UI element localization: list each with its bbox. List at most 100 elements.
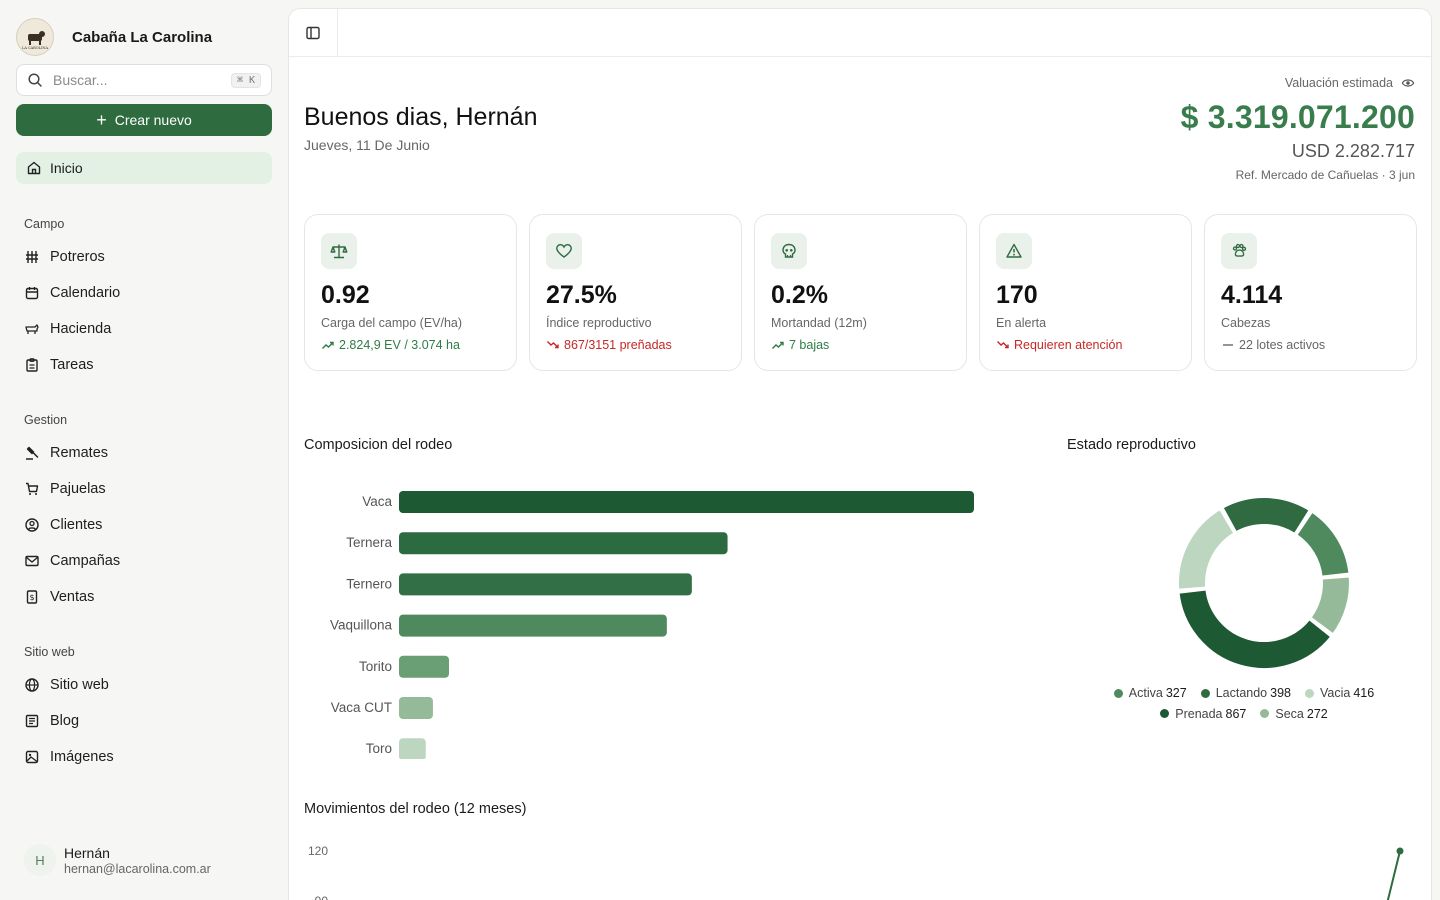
reproductive-legend: Activa 327 Lactando 398 Vacia 416 Prenada 867 Se… [1079, 683, 1409, 724]
bar-torito[interactable] [399, 655, 449, 678]
legend-value: 867 [1225, 706, 1247, 721]
legend-value: 398 [1270, 686, 1291, 700]
legend-item-activa: Activa 327 [1113, 683, 1187, 703]
sidebar-item-hacienda[interactable]: Hacienda [24, 319, 111, 339]
legend-label: Prenada [1175, 706, 1223, 721]
sidebar-item-tareas[interactable]: Tareas [24, 355, 94, 375]
clipboard-icon [24, 357, 40, 373]
avatar: H [24, 844, 56, 876]
topbar [289, 9, 1431, 57]
cattle-icon [24, 321, 40, 337]
user-name: Hernán [64, 844, 110, 861]
nav-group-sitio-web: Sitio web [24, 645, 75, 659]
sidebar-item-campanas[interactable]: Campañas [24, 551, 120, 571]
legend-item-vacia: Vacia 416 [1305, 683, 1374, 703]
legend-item-lactando: Lactando 398 [1200, 683, 1291, 703]
bar-ternero[interactable] [399, 573, 692, 596]
brand-name: Cabaña La Carolina [72, 28, 213, 46]
sidebar-item-label: Remates [50, 445, 109, 461]
kpi-card-carga[interactable]: 0.92 Carga del campo (EV/ha) 2.824,9 EV … [304, 214, 517, 371]
sidebar-item-label: Campañas [50, 553, 121, 569]
trend-up-icon [771, 338, 785, 352]
bar-toro[interactable] [399, 738, 426, 759]
sidebar-item-label: Ventas [50, 589, 95, 605]
data-point[interactable] [1396, 847, 1404, 855]
eye-icon[interactable] [1401, 76, 1415, 90]
kpi-card-cabezas[interactable]: 4.114 Cabezas 22 lotes activos [1204, 214, 1417, 371]
sidebar-item-remates[interactable]: Remates [24, 443, 108, 463]
sidebar-item-label: Clientes [50, 517, 103, 533]
sidebar-item-label: Blog [50, 713, 80, 729]
kpi-trend-text: 867/3151 preñadas [564, 338, 672, 352]
sidebar-item-imagenes[interactable]: Imágenes [24, 747, 114, 767]
y-tick-label: 90 [315, 894, 329, 900]
home-icon [26, 160, 42, 176]
search-placeholder: Buscar... [53, 72, 108, 88]
page-title: Buenos dias, Hernán [304, 103, 538, 131]
kpi-trend-text: Requieren atención [1014, 338, 1123, 352]
legend-value: 327 [1165, 686, 1187, 700]
scale-icon [321, 233, 357, 269]
bar-vaquillona[interactable] [399, 614, 667, 637]
bar-vaca[interactable] [399, 491, 974, 513]
sidebar-item-label: Tareas [50, 357, 94, 373]
valuation-reference: Ref. Mercado de Cañuelas · 3 jun [1235, 168, 1415, 182]
heart-icon [546, 233, 582, 269]
plus-icon: + [96, 110, 107, 130]
section-title-movements: Movimientos del rodeo (12 meses) [304, 801, 527, 817]
sidebar-item-label: Sitio web [50, 677, 109, 693]
search-icon [27, 72, 43, 88]
kpi-trend: 7 bajas [771, 338, 950, 352]
sidebar-item-clientes[interactable]: Clientes [24, 515, 102, 535]
kpi-card-indice-reproductivo[interactable]: 27.5% Índice reproductivo 867/3151 preña… [529, 214, 742, 371]
trend-up-icon [321, 338, 335, 352]
donut-slice-seca[interactable] [1309, 575, 1351, 636]
alert-triangle-icon [996, 233, 1032, 269]
create-new-button[interactable]: + Crear nuevo [16, 104, 272, 136]
bar-vaca-cut[interactable] [399, 697, 433, 719]
kpi-trend: Requieren atención [996, 338, 1175, 352]
section-title-composition: Composicion del rodeo [304, 437, 453, 453]
search-input[interactable]: Buscar... ⌘ K [16, 64, 272, 96]
main-panel: Buenos dias, Hernán Jueves, 11 De Junio … [288, 8, 1432, 900]
composition-bar-chart: Vaca Ternera Ternero Vaquillona Torito Vaca C… [330, 491, 974, 759]
kpi-trend-text: 22 lotes activos [1239, 338, 1326, 352]
sidebar-toggle-icon [306, 26, 320, 39]
legend-label: Seca [1275, 706, 1304, 721]
bar-ternera[interactable] [399, 532, 728, 555]
trend-flat-icon [1221, 338, 1235, 352]
sidebar-item-calendario[interactable]: Calendario [24, 283, 120, 303]
valuation-ars: $ 3.319.071.200 [1180, 99, 1415, 135]
legend-dot [1113, 688, 1123, 698]
donut-slice-activa[interactable] [1295, 510, 1351, 578]
sidebar-item-inicio[interactable]: Inicio [16, 152, 272, 184]
sidebar-item-label: Inicio [50, 160, 83, 176]
sidebar-item-blog[interactable]: Blog [24, 711, 79, 731]
brand[interactable]: LA CAROLINA Cabaña La Carolina [16, 18, 212, 56]
sidebar-toggle-button[interactable] [289, 9, 338, 56]
bar-label: Torito [359, 659, 392, 674]
sidebar-item-ventas[interactable]: $ Ventas [24, 587, 94, 607]
skull-icon [771, 233, 807, 269]
valuation-label: Valuación estimada [1285, 76, 1415, 90]
trend-down-icon [546, 338, 560, 352]
sidebar-item-potreros[interactable]: Potreros [24, 247, 105, 267]
search-shortcut: ⌘ K [230, 72, 261, 88]
legend-label: Activa [1128, 686, 1163, 700]
sidebar-item-pajuelas[interactable]: Pajuelas [24, 479, 106, 499]
legend-item-seca: Seca 272 [1260, 704, 1328, 724]
image-icon [24, 749, 40, 765]
bar-label: Vaca CUT [331, 700, 392, 715]
kpi-value: 0.2% [771, 281, 828, 309]
donut-slice-vacia[interactable] [1177, 507, 1236, 591]
donut-slice-prenada[interactable] [1177, 588, 1333, 670]
sidebar-item-sitio-web[interactable]: Sitio web [24, 675, 109, 695]
user-menu[interactable]: H Hernán hernan@lacarolina.com.ar [24, 844, 211, 876]
sidebar-item-label: Potreros [50, 249, 105, 265]
kpi-card-mortandad[interactable]: 0.2% Mortandad (12m) 7 bajas [754, 214, 967, 371]
newspaper-icon [24, 713, 40, 729]
kpi-card-en-alerta[interactable]: 170 En alerta Requieren atención [979, 214, 1192, 371]
fence-icon [24, 249, 40, 265]
valuation-label-text: Valuación estimada [1284, 76, 1393, 90]
donut-slice-lactando[interactable] [1221, 496, 1312, 536]
